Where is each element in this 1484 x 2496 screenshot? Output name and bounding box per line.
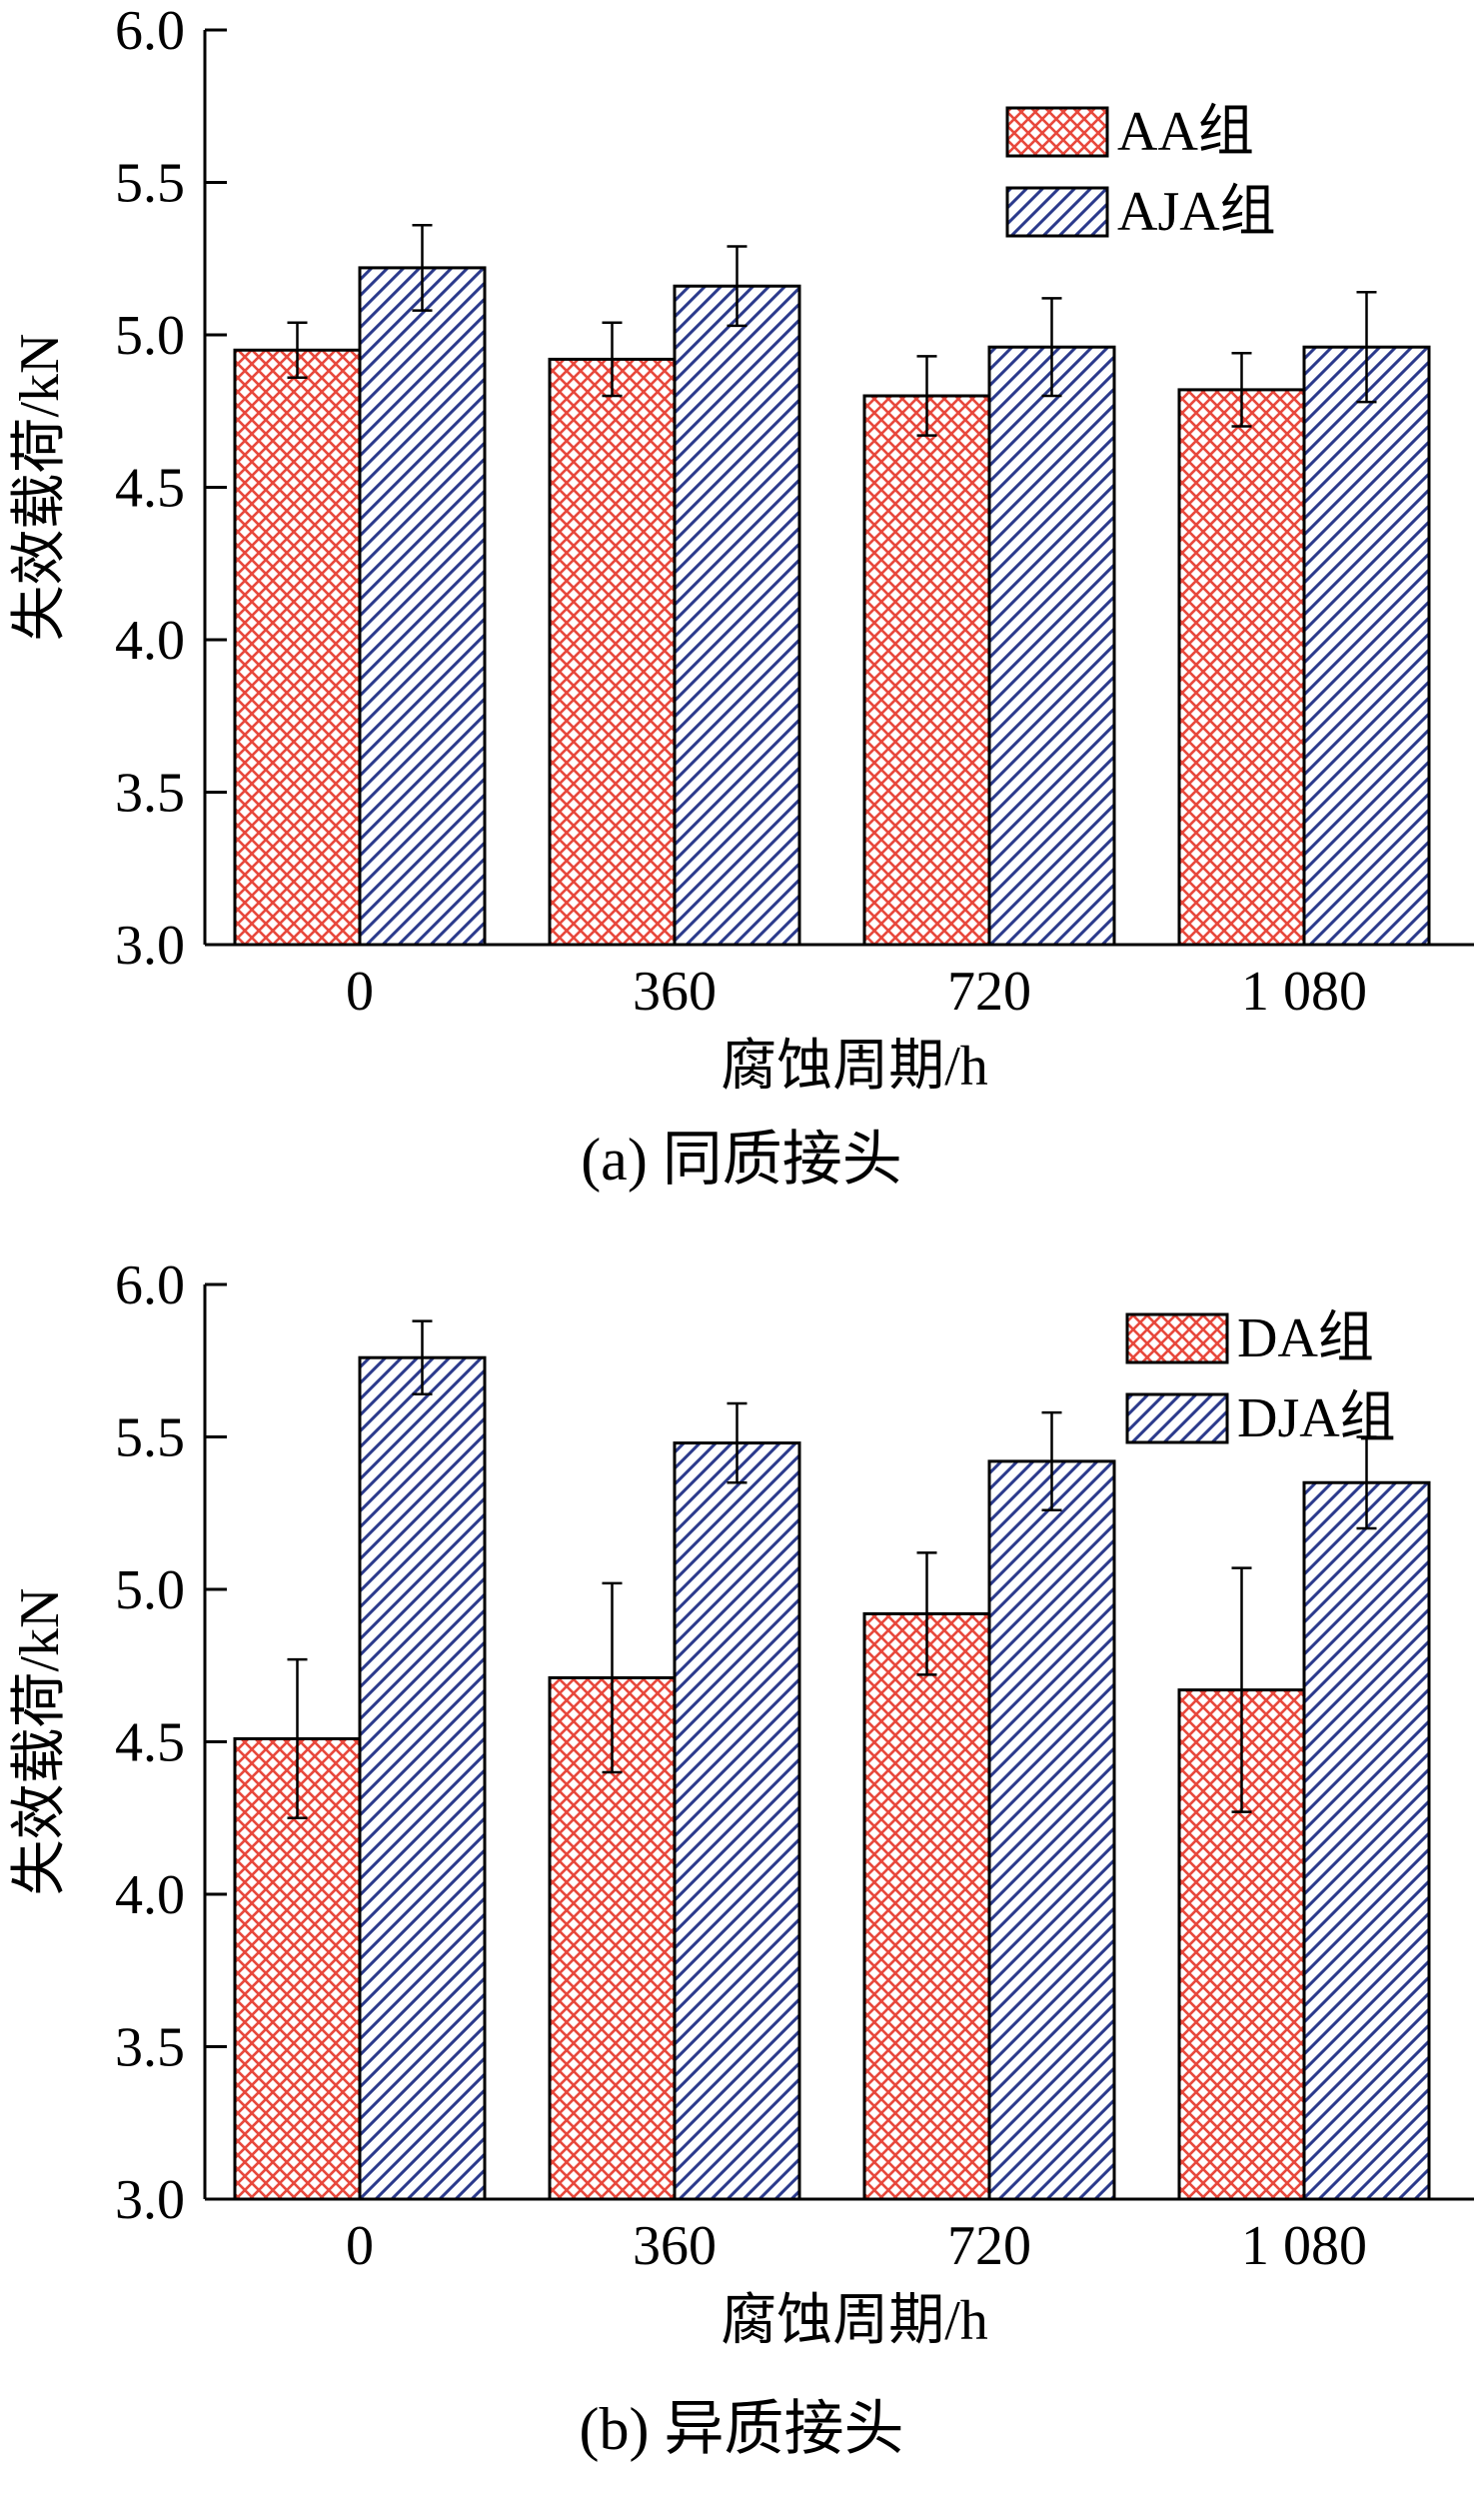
y-tick-label: 4.5 bbox=[115, 1712, 185, 1774]
bar-series-1-0 bbox=[233, 348, 362, 947]
y-axis-title: 失效载荷/kN bbox=[9, 334, 71, 642]
legend-label: DJA组 bbox=[1237, 1387, 1396, 1449]
bar-series-2-1 bbox=[673, 284, 801, 947]
y-tick-label: 5.5 bbox=[115, 1407, 185, 1469]
y-tick-label: 3.5 bbox=[115, 2017, 185, 2079]
x-tick-label: 360 bbox=[633, 2215, 717, 2277]
bar-series-2-3 bbox=[1302, 345, 1431, 947]
y-tick-label: 4.0 bbox=[115, 1864, 185, 1926]
bar-series-1-2 bbox=[862, 1611, 991, 2201]
legend-swatch bbox=[1005, 106, 1109, 158]
x-tick-label: 1 080 bbox=[1241, 961, 1367, 1023]
bar-series-2-0 bbox=[358, 1355, 487, 2201]
legend-swatch bbox=[1125, 1392, 1229, 1444]
bar-series-2-0 bbox=[358, 266, 487, 947]
legend-label: AA组 bbox=[1117, 101, 1254, 163]
y-tick-label: 5.5 bbox=[115, 153, 185, 215]
y-tick-label: 6.0 bbox=[115, 1254, 185, 1316]
y-tick-label: 4.5 bbox=[115, 458, 185, 520]
bar-series-1-3 bbox=[1177, 388, 1306, 947]
x-tick-label: 0 bbox=[346, 961, 374, 1023]
x-tick-label: 1 080 bbox=[1241, 2215, 1367, 2277]
legend-label: DA组 bbox=[1237, 1307, 1374, 1369]
legend-swatch bbox=[1005, 186, 1109, 238]
x-axis-title: 腐蚀周期/h bbox=[721, 2290, 988, 2352]
y-tick-label: 3.5 bbox=[115, 763, 185, 825]
x-tick-label: 0 bbox=[346, 2215, 374, 2277]
bar-series-2-2 bbox=[987, 1459, 1116, 2201]
y-tick-label: 3.0 bbox=[115, 2169, 185, 2231]
bar-series-2-3 bbox=[1302, 1480, 1431, 2201]
chart-panel-a: 3.0 3.5 4.0 4.5 5.0 5.5 6.0 0 360 720 1 080 腐蚀周期/h 失… bbox=[9, 0, 1474, 1193]
bar-series-2-2 bbox=[987, 345, 1116, 947]
legend-swatch bbox=[1125, 1312, 1229, 1364]
x-tick-label: 720 bbox=[947, 961, 1031, 1023]
y-tick-label: 5.0 bbox=[115, 1559, 185, 1621]
figure-caption: (b) 异质接头 bbox=[580, 2396, 904, 2462]
legend-label: AJA组 bbox=[1117, 181, 1276, 243]
x-tick-label: 360 bbox=[633, 961, 717, 1023]
bar-series-1-2 bbox=[862, 394, 991, 947]
y-axis-title: 失效载荷/kN bbox=[9, 1588, 71, 1896]
y-tick-label: 3.0 bbox=[115, 915, 185, 977]
chart-panel-b: 3.0 3.5 4.0 4.5 5.0 5.5 6.0 0 360 720 1 080 腐蚀周期/h 失… bbox=[9, 1254, 1474, 2462]
x-axis-title: 腐蚀周期/h bbox=[721, 1036, 988, 1098]
bar-series-2-1 bbox=[673, 1441, 801, 2201]
y-tick-label: 5.0 bbox=[115, 305, 185, 367]
y-tick-label: 4.0 bbox=[115, 610, 185, 672]
y-tick-label: 6.0 bbox=[115, 0, 185, 62]
bar-series-1-1 bbox=[548, 357, 677, 947]
x-tick-label: 720 bbox=[947, 2215, 1031, 2277]
figure-caption: (a) 同质接头 bbox=[581, 1127, 902, 1193]
